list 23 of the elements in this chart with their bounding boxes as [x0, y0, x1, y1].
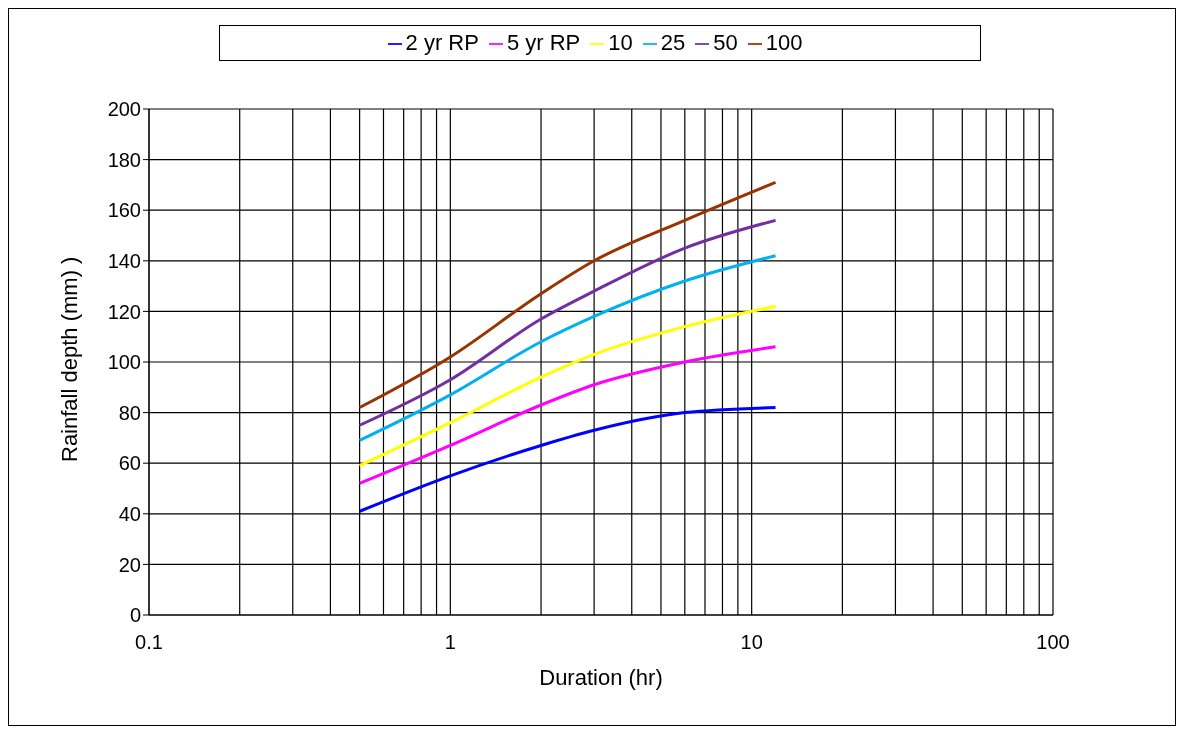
x-tick-label: 1	[444, 631, 456, 654]
x-axis-title: Duration (hr)	[539, 665, 663, 690]
legend-label: 5 yr RP	[506, 30, 581, 55]
y-tick-label: 120	[107, 300, 141, 323]
legend-label: 25	[660, 30, 686, 55]
x-tick-label: 10	[740, 631, 763, 654]
y-tick-label: 40	[118, 502, 141, 525]
y-tick-label: 140	[107, 249, 141, 272]
y-tick-label: 200	[107, 98, 141, 121]
x-tick-label: 100	[1036, 631, 1070, 654]
x-tick-label: 0.1	[135, 631, 163, 654]
y-axis-title: Rainfall depth (mm) )	[56, 256, 82, 462]
legend-label: 100	[765, 30, 803, 55]
y-tick-label: 20	[118, 553, 141, 576]
y-tick-label: 160	[107, 199, 141, 222]
legend-label: 2 yr RP	[405, 30, 479, 55]
y-tick-label: 80	[118, 401, 141, 424]
legend-label: 10	[608, 30, 633, 55]
y-tick-label: 60	[118, 452, 141, 475]
legend-label: 50	[713, 30, 738, 55]
y-tick-label: 100	[107, 351, 141, 374]
y-tick-label: 0	[129, 604, 141, 627]
y-tick-label: 180	[107, 148, 141, 171]
